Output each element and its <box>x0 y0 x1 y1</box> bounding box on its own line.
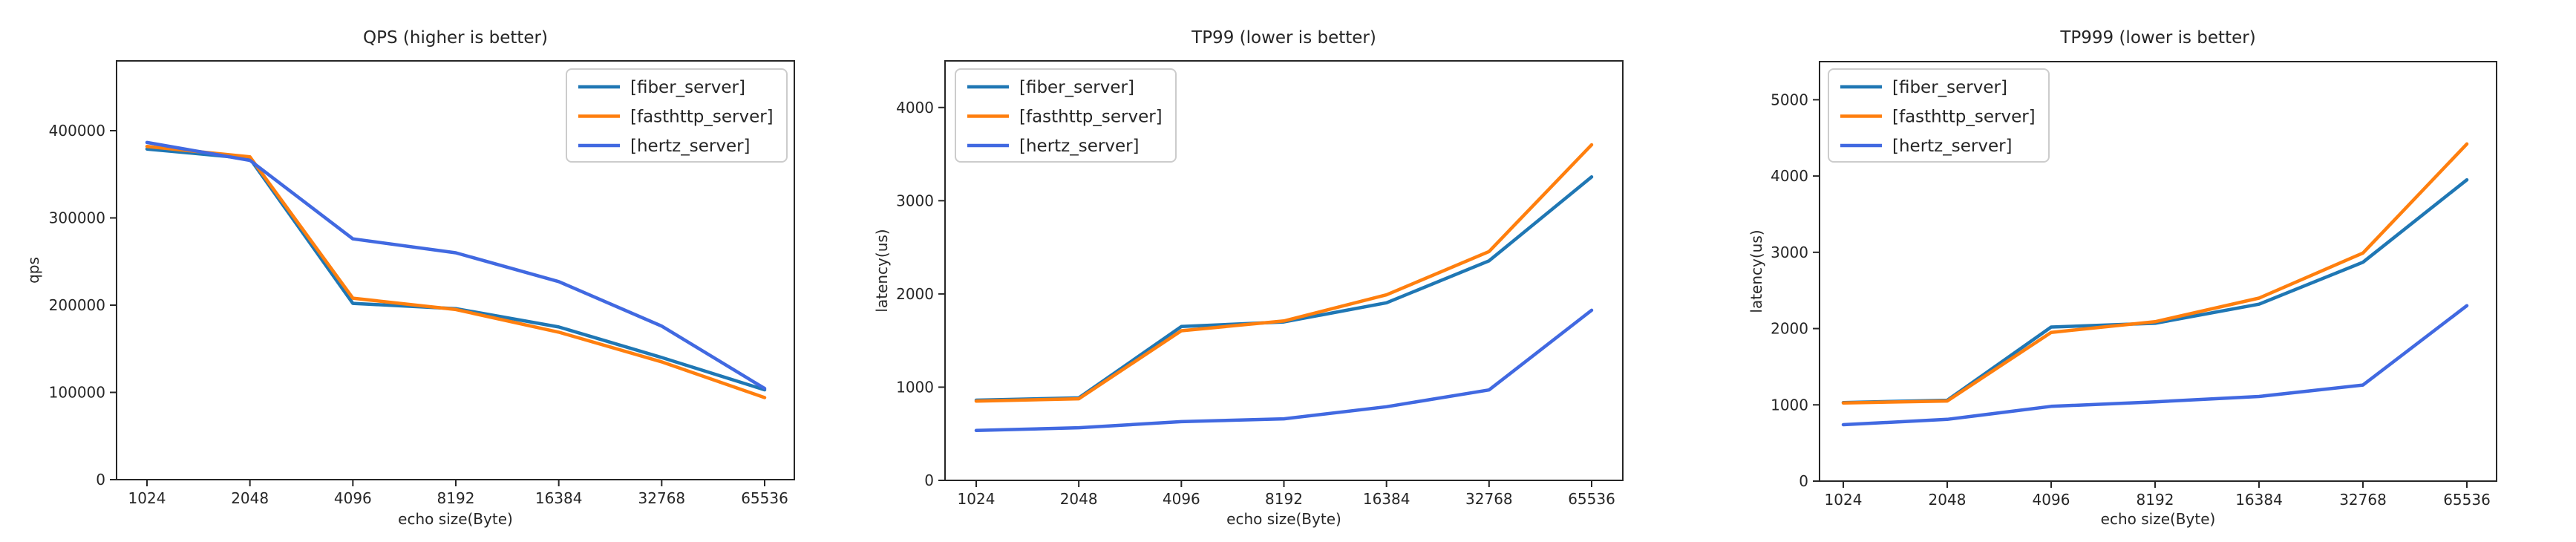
legend-label: [fiber_server] <box>1019 78 1134 97</box>
series-line-fasthttp_server <box>145 144 767 399</box>
y-tick-label: 2000 <box>1771 320 1808 338</box>
y-tick-label: 400000 <box>49 122 105 140</box>
legend: [fiber_server] [fasthttp_server] [hertz_se… <box>566 68 788 163</box>
y-tick-label: 4000 <box>1771 167 1808 185</box>
series-line-hertz_server <box>974 308 1594 433</box>
y-axis-label: qps <box>24 257 42 284</box>
chart-tp999: 0 1000 2000 3000 4000 5000 1024 2048 4096 8192 163… <box>1717 0 2576 542</box>
x-tick-label: 65536 <box>2443 491 2491 509</box>
chart-title: TP99 (lower is better) <box>1191 28 1376 48</box>
x-tick-label: 16384 <box>535 489 583 507</box>
y-tick-label: 3000 <box>896 192 934 209</box>
legend: [fiber_server] [fasthttp_server] [hertz_se… <box>1828 68 2050 163</box>
y-tick-label: 3000 <box>1771 244 1808 261</box>
chart-title: QPS (higher is better) <box>363 28 548 48</box>
y-tick-label: 4000 <box>896 99 934 117</box>
x-tick-label: 32768 <box>2339 491 2387 509</box>
plot-frame <box>1819 61 2497 482</box>
chart-title: TP999 (lower is better) <box>2059 28 2255 48</box>
x-tick-label: 8192 <box>1265 490 1303 508</box>
y-tick-label: 0 <box>96 471 105 489</box>
y-tick-label: 1000 <box>1771 396 1808 414</box>
legend-label: [fasthttp_server] <box>1019 108 1163 127</box>
x-axis-label: echo size(Byte) <box>1226 510 1341 528</box>
x-tick-label: 16384 <box>1363 490 1410 508</box>
x-tick-label: 65536 <box>1568 490 1615 508</box>
y-tick-label: 100000 <box>49 384 105 402</box>
x-tick-label: 2048 <box>1060 490 1098 508</box>
y-tick-label: 0 <box>1799 472 1808 490</box>
x-tick-label: 2048 <box>231 489 269 507</box>
x-tick-label: 4096 <box>1163 490 1200 508</box>
x-tick-label: 4096 <box>2033 491 2070 509</box>
x-tick-label: 1024 <box>128 489 166 507</box>
x-tick-label: 1024 <box>1825 491 1863 509</box>
x-tick-label: 32768 <box>638 489 686 507</box>
legend-label: [hertz_server] <box>1892 137 2013 156</box>
chart-tp99: 0 1000 2000 3000 4000 1024 2048 4096 8192 16384 32… <box>859 0 1717 542</box>
x-axis-label: echo size(Byte) <box>2101 510 2216 528</box>
y-tick-label: 300000 <box>49 209 105 227</box>
y-tick-label: 0 <box>924 471 934 489</box>
series-line-hertz_server <box>145 140 767 391</box>
y-tick-label: 2000 <box>896 285 934 303</box>
series-line-fasthttp_server <box>1841 142 2469 405</box>
x-tick-label: 2048 <box>1929 491 1967 509</box>
legend-label: [fiber_server] <box>630 78 745 97</box>
x-tick-label: 8192 <box>437 489 475 507</box>
legend-label: [hertz_server] <box>630 137 751 156</box>
y-tick-label: 5000 <box>1771 91 1808 108</box>
legend-box <box>1828 68 2050 163</box>
x-tick-label: 16384 <box>2235 491 2283 509</box>
x-axis-label: echo size(Byte) <box>398 510 513 528</box>
x-tick-label: 1024 <box>958 490 996 508</box>
y-tick-label: 200000 <box>49 296 105 314</box>
x-tick-label: 65536 <box>741 489 788 507</box>
y-tick-label: 1000 <box>896 378 934 396</box>
x-tick-label: 8192 <box>2137 491 2174 509</box>
x-tick-label: 32768 <box>1465 490 1513 508</box>
legend-box <box>955 68 1177 163</box>
legend-label: [fasthttp_server] <box>630 108 774 127</box>
y-axis-label: latency(us) <box>873 229 891 312</box>
chart-qps: 0 100000 200000 300000 400000 1024 2048 4096 819… <box>0 0 859 542</box>
legend-label: [fiber_server] <box>1892 78 2007 97</box>
y-axis-label: latency(us) <box>1748 229 1765 313</box>
legend-label: [fasthttp_server] <box>1892 108 2036 127</box>
legend-label: [hertz_server] <box>1019 137 1140 156</box>
legend-box <box>566 68 788 163</box>
series-line-hertz_server <box>1841 304 2469 427</box>
series-line-fasthttp_server <box>974 143 1594 403</box>
x-tick-label: 4096 <box>334 489 372 507</box>
legend: [fiber_server] [fasthttp_server] [hertz_se… <box>955 68 1177 163</box>
